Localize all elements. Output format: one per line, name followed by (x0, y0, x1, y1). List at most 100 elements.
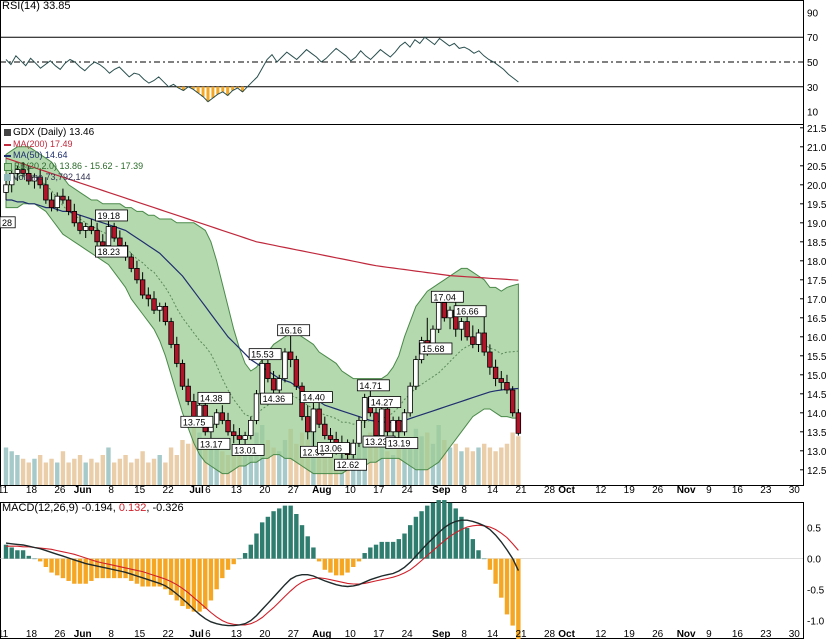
macd-panel (0, 502, 804, 639)
macd-x-tick-label: Sep (432, 629, 450, 639)
price-annotation: 14.38 (197, 391, 231, 404)
price-tick-label: 21.5 (807, 124, 827, 135)
macd-x-tick-label: 26 (652, 629, 664, 639)
volume-bar (476, 447, 481, 485)
volume-bar (26, 462, 31, 485)
macd-x-tick-label: Jun (74, 629, 92, 639)
annotation-label: 13.75 (183, 417, 206, 427)
macd-histogram-bar (436, 500, 441, 559)
macd-histogram-bar (168, 558, 174, 595)
macd-histogram-bar (288, 505, 293, 559)
price-tick-label: 19.0 (807, 219, 827, 230)
macd-histogram-bar (89, 558, 94, 581)
x-tick-label: 13 (231, 485, 243, 496)
candle-body (270, 378, 277, 391)
volume-bar (151, 458, 157, 485)
macd-histogram-bar (345, 558, 350, 573)
macd-x-tick-label: 18 (26, 629, 38, 639)
macd-histogram-bar (49, 558, 54, 573)
macd-x-tick-label: 15 (134, 629, 146, 639)
volume-bar (447, 447, 453, 485)
candle-body (287, 351, 294, 360)
candle-body (31, 176, 38, 182)
candle-body (458, 321, 465, 330)
rsi-tick-label: 30 (807, 83, 819, 94)
macd-label: MACD(12,26,9) (2, 502, 79, 514)
candle-body (128, 256, 134, 269)
volume-bar (55, 462, 60, 485)
macd-x-tick-label: 13 (231, 629, 243, 639)
x-tick-label: 16 (732, 485, 744, 496)
x-tick-label: 24 (402, 485, 414, 496)
volume-bar (402, 443, 407, 485)
x-tick-label: 26 (54, 485, 66, 496)
candle-body (435, 302, 442, 330)
price-annotation: 15.68 (419, 342, 453, 355)
macd-histogram-bar (197, 558, 202, 612)
annotation-box (385, 437, 419, 449)
volume-bar (180, 440, 185, 485)
volume-bar (282, 440, 288, 485)
macd-signal-line (6, 524, 519, 626)
rsi-line (5, 36, 519, 103)
macd-histogram-bar (180, 558, 185, 607)
candle-body (481, 332, 487, 353)
annotation-box (368, 396, 402, 408)
x-tick-label: 30 (789, 485, 801, 496)
candle-body (361, 397, 368, 421)
macd-x-tick-label: Nov (677, 629, 696, 639)
macd-histogram-bar (470, 539, 476, 559)
candle-body (88, 226, 95, 231)
macd-histogram-bar (163, 558, 168, 590)
annotation-label: 18.23 (97, 247, 120, 257)
annotation-box (95, 245, 128, 258)
legend-item-volume: Volume 73,792,144 (2, 172, 143, 183)
volume-bar (487, 447, 493, 485)
macd-histogram-bar (305, 536, 310, 559)
macd-histogram-bar (356, 558, 362, 562)
macd-histogram-bar (55, 558, 60, 576)
candle-body (14, 169, 21, 174)
macd-x-tick-label: 11 (0, 629, 9, 639)
candle-body (213, 412, 220, 425)
volume-bar (49, 458, 54, 485)
price-annotation: 15.53 (248, 348, 282, 361)
price-tick-label: 14.5 (807, 390, 827, 401)
candle-body (322, 423, 328, 437)
volume-bar (237, 451, 242, 485)
volume-bar (117, 458, 123, 485)
price-annotation: 13.06 (317, 442, 350, 454)
annotation-label: 13.17 (200, 439, 223, 449)
candle-body (3, 184, 9, 193)
volume-bar (89, 458, 94, 485)
x-tick-label: 26 (652, 485, 664, 496)
macd-histogram-bar (100, 558, 105, 579)
macd-x-tick-label: Oct (558, 629, 575, 639)
macd-histogram-bar (214, 558, 219, 590)
rsi-label: RSI(14) (2, 0, 40, 12)
annotation-label: 12.96 (302, 447, 325, 457)
volume-bar (396, 447, 402, 485)
x-tick-label: 12 (595, 485, 607, 496)
rsi-title: RSI(14) 33.85 (2, 0, 71, 12)
volume-bar (140, 451, 145, 485)
candle-body (356, 419, 362, 444)
candle-body (305, 416, 311, 433)
macd-histogram-bar (430, 502, 436, 559)
candle-body (379, 408, 385, 437)
price-tick-label: 13.0 (807, 447, 827, 458)
volume-bar (20, 458, 26, 485)
macd-title: MACD(12,26,9) -0.194, 0.132, -0.326 (2, 502, 184, 514)
candle-body (145, 294, 152, 300)
candle-body (71, 210, 78, 224)
price-annotation: 13.19 (385, 437, 419, 449)
macd-histogram-bar (447, 502, 453, 559)
annotation-label: 14.36 (263, 394, 286, 404)
volume-bar (470, 451, 476, 485)
macd-histogram-bar (499, 558, 504, 598)
candle-body (219, 412, 226, 421)
candle-body (492, 366, 499, 380)
legend-swatch (4, 174, 11, 182)
macd-histogram-bar (294, 514, 299, 559)
macd-x-tick-label: 6 (205, 629, 211, 639)
